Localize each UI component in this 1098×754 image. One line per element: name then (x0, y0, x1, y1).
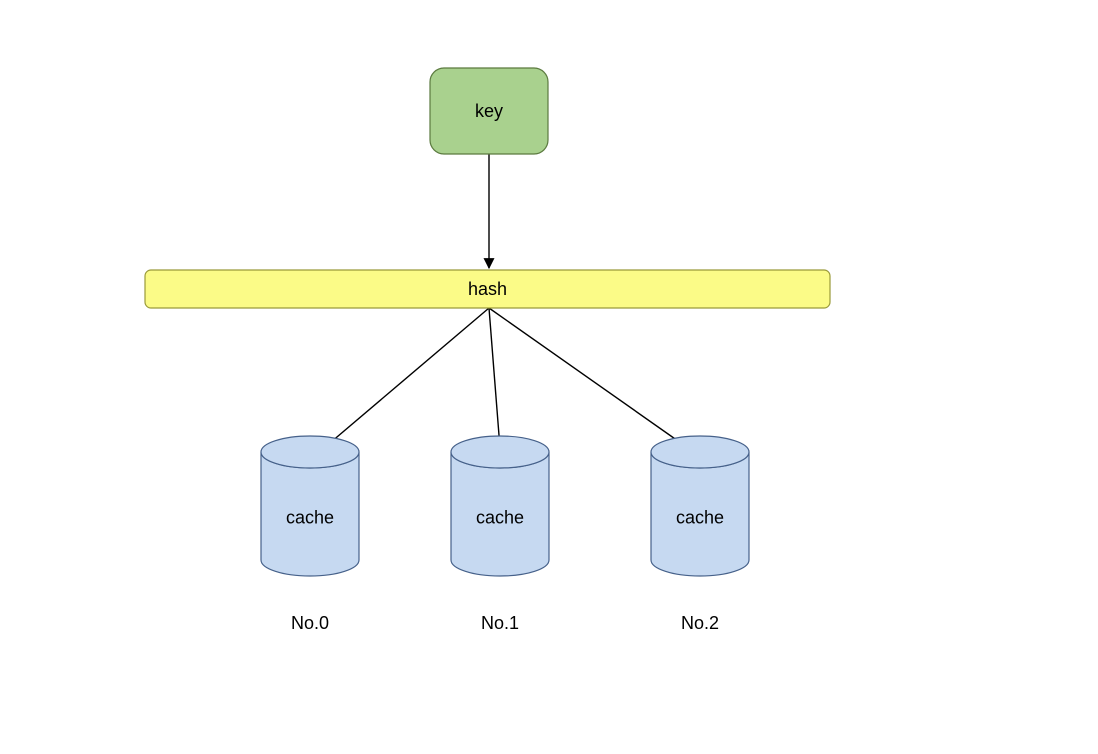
hash-node-label: hash (468, 279, 507, 299)
cache-number-label-1: No.1 (481, 613, 519, 633)
cache-cylinder-label-0: cache (286, 508, 334, 528)
arrow-2 (489, 308, 500, 448)
cache-cylinder-label-2: cache (676, 508, 724, 528)
arrow-3 (489, 308, 688, 448)
cache-cylinder-1: cache (451, 436, 549, 576)
cache-cylinder-0: cache (261, 436, 359, 576)
cache-cylinder-2: cache (651, 436, 749, 576)
arrow-1 (324, 308, 489, 448)
hash-node: hash (145, 270, 830, 308)
cache-number-label-0: No.0 (291, 613, 329, 633)
key-node: key (430, 68, 548, 154)
cache-number-label-2: No.2 (681, 613, 719, 633)
key-node-label: key (475, 101, 503, 121)
cache-cylinder-label-1: cache (476, 508, 524, 528)
